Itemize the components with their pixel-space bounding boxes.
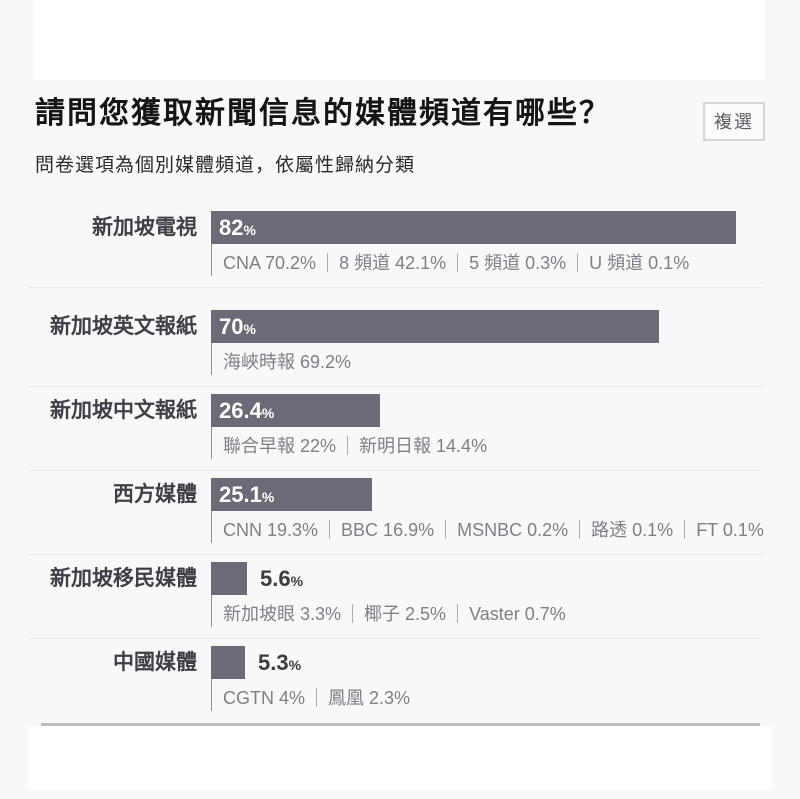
sub-channel-separator [347, 436, 349, 455]
category-label: 中國媒體 [113, 651, 197, 674]
bar-area: 70% [211, 310, 765, 343]
category-label: 新加坡電視 [92, 216, 197, 239]
sub-channel-item: Vaster 0.7% [469, 604, 566, 624]
sub-channel-separator [577, 253, 579, 272]
detail-line: 聯合早報 22% 新明日報 14.4% [211, 427, 765, 459]
top-white-strip [33, 0, 765, 80]
sub-channel-item: 鳳凰 2.3% [328, 688, 411, 708]
bar-value-inside: 70% [219, 313, 256, 339]
sub-channel-separator [579, 520, 581, 539]
bar-value-inside: 25.1% [219, 481, 275, 507]
row-divider [28, 554, 763, 555]
detail-line: 海峽時報 69.2% [211, 343, 765, 375]
sub-channel-item: 路透 0.1% [591, 520, 674, 540]
sub-channel-separator [457, 604, 459, 623]
sub-channel-item: 新加坡眼 3.3% [223, 604, 342, 624]
row-divider [28, 470, 763, 471]
sub-channels: 新加坡眼 3.3% 椰子 2.5% Vaster 0.7% [211, 595, 765, 627]
sub-channel-separator [316, 688, 318, 707]
sub-channel-separator [684, 520, 686, 539]
bar: 26.4% [211, 394, 380, 427]
row-divider [28, 287, 763, 288]
detail-line: CNN 19.3% BBC 16.9% MSNBC 0.2% 路透 0.1% FT 0.… [211, 511, 765, 543]
bottom-divider-line [41, 723, 760, 726]
page-subtitle: 問卷選項為個別媒體頻道，依屬性歸納分類 [35, 155, 416, 176]
category-label: 新加坡中文報紙 [50, 399, 197, 422]
sub-channel-separator [329, 520, 331, 539]
category-label: 新加坡英文報紙 [50, 315, 197, 338]
bar [211, 646, 245, 679]
multi-select-badge: 複選 [703, 102, 765, 141]
bar-value-outside: 5.6% [260, 565, 304, 591]
detail-line: CGTN 4% 鳳凰 2.3% [211, 679, 765, 711]
bar-area: 5.3% [211, 646, 765, 679]
sub-channels: 聯合早報 22% 新明日報 14.4% [211, 427, 765, 459]
chart-row: 新加坡中文報紙 26.4% 聯合早報 22% 新明日報 14.4% [28, 394, 765, 478]
bar: 82% [211, 211, 736, 244]
page-title: 請問您獲取新聞信息的媒體頻道有哪些？ [35, 97, 611, 130]
bar: 25.1% [211, 478, 372, 511]
sub-channel-item: 海峽時報 69.2% [223, 352, 352, 372]
category-label: 西方媒體 [113, 483, 197, 506]
chart-row: 新加坡移民媒體 5.6% 新加坡眼 3.3% 椰子 2.5% Vaster 0.7% [28, 562, 765, 646]
sub-channel-item: CGTN 4% [223, 688, 306, 708]
sub-channel-separator [445, 520, 447, 539]
bar-value-inside: 26.4% [219, 397, 275, 423]
sub-channel-item: FT 0.1% [696, 520, 764, 540]
sub-channels: CGTN 4% 鳳凰 2.3% [211, 679, 765, 711]
sub-channels: CNA 70.2% 8 頻道 42.1% 5 頻道 0.3% U 頻道 0.1% [211, 244, 765, 276]
bar-chart: 新加坡電視 82% CNA 70.2% 8 頻道 42.1% 5 頻道 0.3% U … [28, 211, 765, 711]
chart-row: 新加坡英文報紙 70% 海峽時報 69.2% [28, 310, 765, 394]
content-area: 請問您獲取新聞信息的媒體頻道有哪些？ 複選 問卷選項為個別媒體頻道，依屬性歸納分… [28, 97, 765, 711]
sub-channel-item: 8 頻道 42.1% [339, 253, 447, 273]
detail-line: CNA 70.2% 8 頻道 42.1% 5 頻道 0.3% U 頻道 0.1% [211, 244, 765, 276]
sub-channel-separator [457, 253, 459, 272]
bar-area: 26.4% [211, 394, 765, 427]
sub-channels: 海峽時報 69.2% [211, 343, 765, 375]
row-divider [28, 638, 763, 639]
title-row: 請問您獲取新聞信息的媒體頻道有哪些？ 複選 [35, 97, 765, 141]
bar-value-outside: 5.3% [258, 649, 302, 675]
bar [211, 562, 247, 595]
bar: 70% [211, 310, 659, 343]
bottom-white-strip [28, 726, 772, 790]
sub-channel-item: 聯合早報 22% [223, 436, 337, 456]
row-divider [28, 386, 763, 387]
chart-row: 中國媒體 5.3% CGTN 4% 鳳凰 2.3% [35, 646, 765, 711]
sub-channel-item: CNN 19.3% [223, 520, 319, 540]
sub-channel-item: 新明日報 14.4% [359, 436, 488, 456]
chart-rows: 新加坡電視 82% CNA 70.2% 8 頻道 42.1% 5 頻道 0.3% U … [28, 211, 765, 711]
category-label: 新加坡移民媒體 [50, 567, 197, 590]
sub-channels: CNN 19.3% BBC 16.9% MSNBC 0.2% 路透 0.1% FT 0.… [211, 511, 765, 543]
bar-area: 82% [211, 211, 765, 244]
sub-channel-separator [327, 253, 329, 272]
sub-channel-item: MSNBC 0.2% [457, 520, 569, 540]
sub-channel-item: BBC 16.9% [341, 520, 435, 540]
bar-area: 5.6% [211, 562, 765, 595]
sub-channel-item: CNA 70.2% [223, 253, 317, 273]
sub-channel-item: 椰子 2.5% [364, 604, 447, 624]
chart-row: 新加坡電視 82% CNA 70.2% 8 頻道 42.1% 5 頻道 0.3% U … [28, 211, 765, 310]
bar-area: 25.1% [211, 478, 765, 511]
sub-channel-item: U 頻道 0.1% [589, 253, 690, 273]
detail-line: 新加坡眼 3.3% 椰子 2.5% Vaster 0.7% [211, 595, 765, 627]
sub-channel-item: 5 頻道 0.3% [469, 253, 567, 273]
sub-channel-separator [352, 604, 354, 623]
bar-value-inside: 82% [219, 214, 256, 240]
chart-row: 西方媒體 25.1% CNN 19.3% BBC 16.9% MSNBC 0.2% 路… [28, 478, 765, 562]
